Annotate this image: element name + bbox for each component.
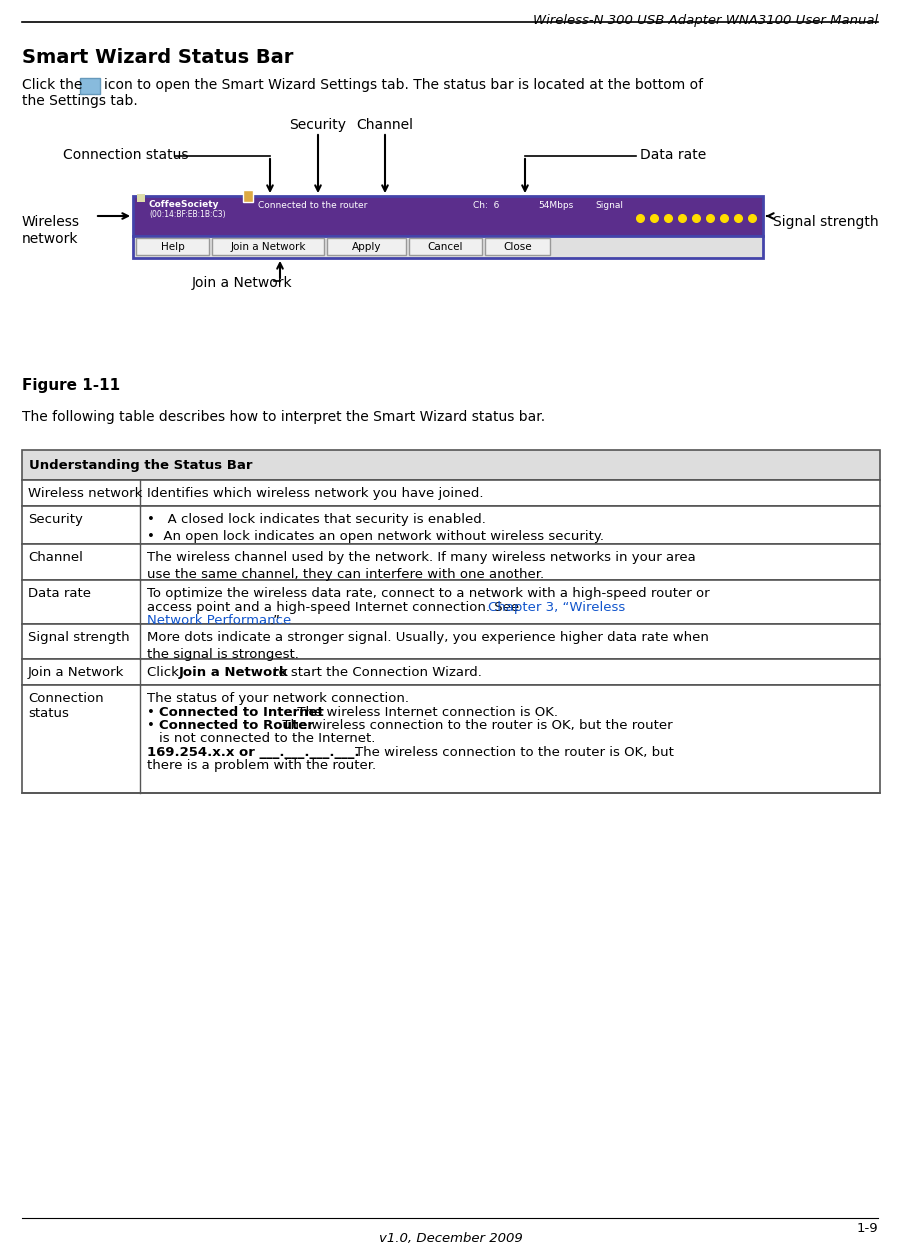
Text: Security: Security [290,118,346,132]
Text: Connected to Router: Connected to Router [159,719,314,731]
Text: Connection status: Connection status [63,148,189,162]
Bar [133,235,762,258]
Text: Signal strength: Signal strength [28,630,130,644]
Text: 54Mbps: 54Mbps [538,201,573,211]
Bar [22,579,879,624]
Bar [22,450,879,480]
Text: Data rate: Data rate [28,587,91,601]
Text: to start the Connection Wizard.: to start the Connection Wizard. [269,667,482,679]
Text: Channel: Channel [28,551,83,564]
Text: v1.0, December 2009: v1.0, December 2009 [379,1232,522,1245]
Bar [22,659,879,685]
Text: Join a Network: Join a Network [179,667,289,679]
Text: .”: .” [270,614,281,627]
Text: Join a Network: Join a Network [230,242,306,252]
Text: Click: Click [147,667,183,679]
Text: (00:14:BF:EB:1B:C3): (00:14:BF:EB:1B:C3) [149,211,226,219]
Text: icon to open the Smart Wizard Settings tab. The status bar is located at the bot: icon to open the Smart Wizard Settings t… [104,78,703,92]
Text: Connected to the router: Connected to the router [258,201,367,211]
Text: the Settings tab.: the Settings tab. [22,93,138,108]
Text: Data rate: Data rate [640,148,705,162]
Text: The status of your network connection.: The status of your network connection. [147,692,409,705]
Text: CoffeeSociety: CoffeeSociety [149,201,219,209]
Text: . The wireless Internet connection is OK.: . The wireless Internet connection is OK… [289,705,557,719]
Text: More dots indicate a stronger signal. Usually, you experience higher data rate w: More dots indicate a stronger signal. Us… [147,630,708,660]
Text: To optimize the wireless data rate, connect to a network with a high-speed route: To optimize the wireless data rate, conn… [147,587,709,601]
Text: Understanding the Status Bar: Understanding the Status Bar [29,460,253,472]
Text: Signal strength: Signal strength [772,216,878,229]
Bar [484,238,549,255]
Text: Cancel: Cancel [428,242,463,252]
Text: Apply: Apply [352,242,381,252]
Bar [22,624,879,659]
Text: 1-9: 1-9 [855,1222,877,1235]
Text: Connected to Internet: Connected to Internet [159,705,324,719]
Text: . The wireless connection to the router is OK, but the router: . The wireless connection to the router … [273,719,672,731]
Text: •: • [147,719,159,731]
Text: •   A closed lock indicates that security is enabled.
•  An open lock indicates : • A closed lock indicates that security … [147,513,603,543]
Text: Channel: Channel [356,118,413,132]
Bar [80,78,100,93]
Text: Click the: Click the [22,78,82,92]
Bar [212,238,324,255]
Text: 169.254.x.x or ___.___.___.___.: 169.254.x.x or ___.___.___.___. [147,746,368,759]
Text: The wireless channel used by the network. If many wireless networks in your area: The wireless channel used by the network… [147,551,695,581]
Text: is not connected to the Internet.: is not connected to the Internet. [159,733,375,745]
Text: Network Performance: Network Performance [147,614,291,627]
Text: there is a problem with the router.: there is a problem with the router. [147,760,376,773]
Text: Close: Close [502,242,531,252]
Text: Security: Security [28,513,83,526]
Text: Smart Wizard Status Bar: Smart Wizard Status Bar [22,49,293,67]
Bar [22,685,879,792]
Bar [22,506,879,545]
Text: access point and a high-speed Internet connection. See: access point and a high-speed Internet c… [147,601,523,614]
Text: Wireless
network: Wireless network [22,216,80,247]
Bar [137,194,145,202]
Text: Connection
status: Connection status [28,692,104,720]
Text: Identifies which wireless network you have joined.: Identifies which wireless network you ha… [147,487,483,500]
Bar [243,189,253,202]
Text: The wireless connection to the router is OK, but: The wireless connection to the router is… [354,746,673,759]
Text: Signal: Signal [594,201,622,211]
Bar [22,545,879,579]
Bar [22,480,879,506]
Text: Figure 1-11: Figure 1-11 [22,378,120,392]
Text: Help: Help [161,242,184,252]
Text: Wireless-N 300 USB Adapter WNA3100 User Manual: Wireless-N 300 USB Adapter WNA3100 User … [532,14,877,27]
Text: The following table describes how to interpret the Smart Wizard status bar.: The following table describes how to int… [22,410,545,424]
Bar [136,238,208,255]
Text: •: • [147,705,159,719]
Text: Chapter 3, “Wireless: Chapter 3, “Wireless [487,601,624,614]
Bar [409,238,482,255]
Bar [133,196,762,235]
Bar [327,238,406,255]
Text: Wireless network: Wireless network [28,487,143,500]
Text: Ch:  6: Ch: 6 [473,201,499,211]
Text: Join a Network: Join a Network [28,667,124,679]
Text: Join a Network: Join a Network [192,277,292,290]
